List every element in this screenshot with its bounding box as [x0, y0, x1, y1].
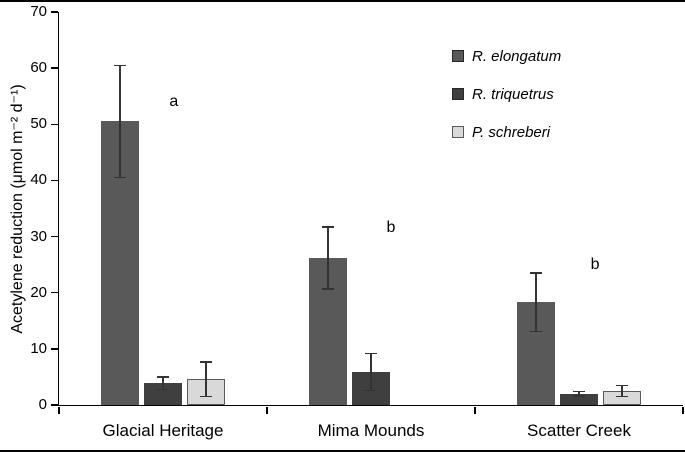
x-category-label: Scatter Creek — [527, 421, 631, 440]
y-axis-tick — [51, 11, 58, 13]
significance-letter: b — [590, 255, 600, 273]
y-tick-label: 40 — [30, 171, 47, 189]
error-bar — [119, 65, 121, 178]
error-bar-cap-bottom — [573, 395, 585, 397]
legend-swatch-p-schreberi — [452, 126, 464, 138]
error-bar-cap-bottom — [530, 330, 542, 333]
legend-label-p-schreberi: P. schreberi — [472, 123, 551, 141]
legend-swatch-r-triquetrus — [452, 88, 464, 100]
y-axis-tick — [51, 404, 58, 406]
y-axis-tick — [51, 123, 58, 126]
error-bar-cap-top — [200, 361, 212, 363]
error-bar-cap-top — [157, 376, 169, 378]
x-axis-tick — [266, 407, 268, 414]
error-bar-cap-top — [365, 352, 377, 355]
y-axis-tick — [51, 67, 58, 69]
error-bar-cap-top — [322, 226, 334, 228]
y-tick-label: 0 — [38, 396, 47, 413]
error-bar — [621, 385, 623, 397]
y-tick-label: 20 — [30, 283, 47, 301]
error-bar — [578, 391, 580, 396]
x-category-label: Glacial Heritage — [102, 421, 224, 440]
error-bar-cap-top — [573, 390, 585, 393]
error-bar-cap-bottom — [114, 176, 126, 179]
y-tick-label: 50 — [30, 115, 47, 133]
error-bar-cap-top — [114, 64, 126, 67]
error-bar — [535, 273, 537, 332]
error-bar — [370, 353, 372, 391]
y-tick-label: 70 — [30, 3, 47, 20]
significance-letter: a — [169, 92, 179, 110]
legend-item-r-triquetrus: R. triquetrus — [452, 82, 561, 106]
y-axis-tick — [51, 348, 58, 350]
error-bar-cap-bottom — [322, 288, 334, 290]
y-axis-tick — [51, 291, 58, 294]
error-bar — [205, 361, 207, 397]
error-bar — [162, 376, 164, 390]
plot-area: 0 10 20 30 40 50 60 70 Glacial Heritage Mima Moun… — [30, 3, 684, 440]
legend-item-p-schreberi: P. schreberi — [452, 120, 561, 144]
error-bar-cap-top — [530, 272, 542, 274]
y-tick-label: 60 — [30, 59, 47, 77]
x-category-label: Mima Mounds — [317, 421, 425, 440]
x-axis-tick — [682, 407, 684, 414]
x-axis-tick — [58, 407, 60, 414]
error-bar-cap-bottom — [616, 395, 628, 398]
error-bar-cap-bottom — [200, 395, 212, 398]
error-bar-cap-bottom — [365, 389, 377, 392]
error-bar-cap-bottom — [157, 388, 169, 391]
legend-label-r-elongatum: R. elongatum — [472, 47, 562, 65]
y-tick-label: 30 — [30, 227, 47, 245]
y-tick-label: 10 — [30, 339, 47, 357]
error-bar-cap-top — [616, 384, 628, 387]
y-axis-tick — [51, 179, 58, 182]
legend-item-r-elongatum: R. elongatum — [452, 44, 561, 68]
significance-letter: b — [386, 219, 396, 237]
legend-swatch-r-elongatum — [452, 50, 464, 62]
legend: R. elongatum R. triquetrus P. schreberi — [452, 44, 561, 158]
y-axis-tick — [51, 235, 58, 238]
x-axis-tick — [474, 407, 476, 414]
legend-label-r-triquetrus: R. triquetrus — [472, 85, 554, 103]
error-bar — [327, 227, 329, 289]
